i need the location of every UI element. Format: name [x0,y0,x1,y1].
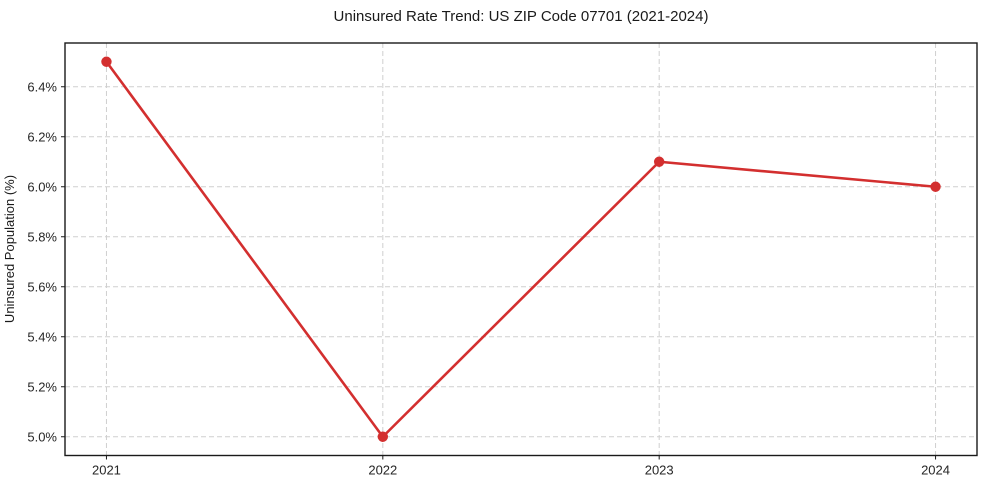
y-tick-label: 6.0% [27,179,57,194]
data-point-marker [653,156,665,167]
x-tick-label: 2021 [92,463,121,478]
y-tick-label: 5.0% [27,429,57,444]
y-tick-label: 5.4% [27,329,57,344]
y-axis-label: Uninsured Population (%) [2,175,17,323]
chart-title: Uninsured Rate Trend: US ZIP Code 07701 … [334,8,709,25]
data-point-marker [101,56,112,67]
x-tick-label: 2024 [921,463,950,478]
grid-layer [65,43,977,456]
data-point-marker [377,431,389,442]
y-tick-label: 5.2% [27,379,57,394]
data-point-marker [930,181,941,192]
x-tick-label: 2023 [645,463,674,478]
trend-line [105,60,937,439]
series-layer [101,56,941,442]
y-tick-label: 6.2% [27,129,57,144]
axis-layer: 5.0% 5.2% 5.4% 5.6% 5.8% 6.0% 6.2% 6.4% 2021 2022… [27,42,978,478]
y-tick-label: 5.8% [27,229,57,244]
y-tick-label: 5.6% [27,279,57,294]
x-tick-label: 2022 [368,463,397,478]
plot-border [64,42,978,457]
y-tick-label: 6.4% [27,79,57,94]
